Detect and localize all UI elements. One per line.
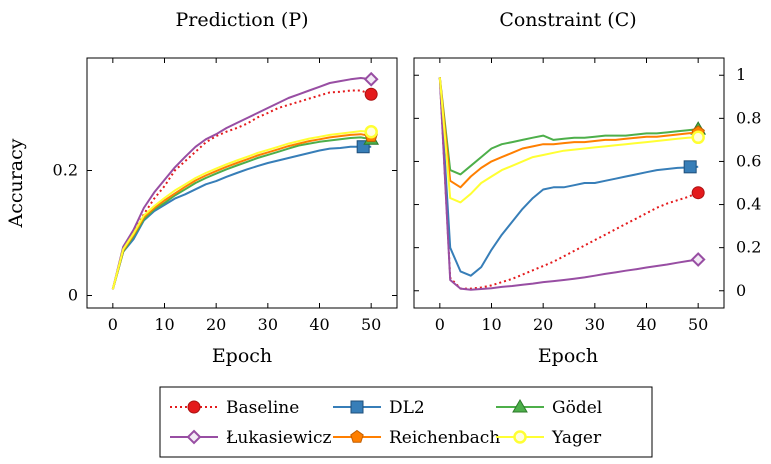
prediction-panel: Prediction (P) 0 10 20 30 40 50 00.2 Epoch Ac… bbox=[5, 9, 398, 367]
legend-item-lukasiewicz: Łukasiewicz bbox=[170, 428, 331, 448]
prediction-x-ticks: 0 10 20 30 40 50 bbox=[108, 58, 381, 334]
constraint-marker-lukasiewicz bbox=[690, 252, 706, 267]
prediction-line-reichenbach bbox=[111, 133, 372, 290]
legend-label-reichenbach: Reichenbach bbox=[389, 428, 500, 448]
legend-marker-dl2 bbox=[350, 400, 364, 414]
constraint-xtick-label-0: 0 bbox=[435, 315, 445, 334]
prediction-line-yager bbox=[111, 130, 372, 290]
legend-label-dl2: DL2 bbox=[389, 398, 425, 418]
constraint-ytick-label-0: 0 bbox=[736, 281, 746, 300]
constraint-xtick-label-50: 50 bbox=[688, 315, 708, 334]
legend-marker-godel bbox=[512, 399, 528, 413]
constraint-ytick-label-2: 0.4 bbox=[736, 195, 761, 214]
prediction-x-label: Epoch bbox=[212, 345, 272, 367]
legend-label-baseline: Baseline bbox=[226, 398, 299, 418]
prediction-marker-lukasiewicz bbox=[363, 71, 379, 87]
prediction-xtick-label-20: 20 bbox=[206, 315, 226, 334]
constraint-line-yager bbox=[438, 77, 699, 204]
prediction-xtick-label-30: 30 bbox=[258, 315, 278, 334]
constraint-marker-baseline bbox=[691, 186, 705, 200]
constraint-line-godel bbox=[438, 77, 699, 176]
prediction-plot-area bbox=[86, 57, 398, 309]
constraint-line-baseline bbox=[438, 77, 699, 290]
prediction-marker-yager bbox=[364, 125, 378, 139]
legend-box bbox=[159, 386, 653, 458]
legend-label-lukasiewicz: Łukasiewicz bbox=[226, 428, 331, 448]
prediction-line-baseline bbox=[111, 89, 372, 290]
constraint-panel: Constraint (C) 0 10 20 30 40 50 0 0.2 0.4 0.6 0.8… bbox=[413, 9, 761, 367]
constraint-series bbox=[438, 77, 707, 291]
prediction-xtick-label-0: 0 bbox=[108, 315, 118, 334]
prediction-series bbox=[111, 71, 380, 290]
legend-marker-yager bbox=[513, 430, 527, 444]
prediction-ytick-label-0: 0 bbox=[68, 286, 78, 305]
constraint-ytick-label-1: 0.2 bbox=[736, 238, 761, 257]
constraint-marker-dl2 bbox=[683, 160, 697, 174]
constraint-xtick-label-40: 40 bbox=[636, 315, 656, 334]
constraint-xtick-label-10: 10 bbox=[481, 315, 501, 334]
legend: Baseline DL2 Gödel Łukasiewicz Reichenbach Ya… bbox=[159, 386, 653, 458]
constraint-line-reichenbach bbox=[438, 77, 699, 189]
prediction-marker-baseline bbox=[364, 87, 378, 101]
legend-item-godel: Gödel bbox=[496, 398, 602, 418]
constraint-plot-area bbox=[413, 57, 725, 309]
prediction-y-ticks: 00.2 bbox=[53, 161, 397, 305]
prediction-xtick-label-10: 10 bbox=[154, 315, 174, 334]
prediction-ytick-label-1: 0.2 bbox=[53, 161, 78, 180]
prediction-line-lukasiewicz bbox=[111, 77, 372, 290]
constraint-line-dl2 bbox=[438, 77, 699, 277]
constraint-ytick-label-3: 0.6 bbox=[736, 151, 761, 170]
legend-item-dl2: DL2 bbox=[333, 398, 425, 418]
legend-marker-lukasiewicz bbox=[186, 429, 202, 445]
legend-label-yager: Yager bbox=[551, 428, 602, 448]
prediction-title: Prediction (P) bbox=[175, 9, 308, 31]
prediction-line-dl2 bbox=[111, 145, 372, 290]
legend-label-godel: Gödel bbox=[552, 398, 602, 418]
y-axis-label: Accuracy bbox=[5, 138, 27, 228]
constraint-marker-yager bbox=[691, 130, 705, 145]
constraint-xtick-label-30: 30 bbox=[585, 315, 605, 334]
constraint-title: Constraint (C) bbox=[499, 9, 636, 31]
legend-item-reichenbach: Reichenbach bbox=[333, 428, 500, 448]
constraint-ytick-label-4: 0.8 bbox=[736, 108, 761, 127]
constraint-y-ticks: 0 0.2 0.4 0.6 0.8 1 bbox=[414, 65, 761, 300]
legend-item-baseline: Baseline bbox=[170, 398, 299, 418]
constraint-x-ticks: 0 10 20 30 40 50 bbox=[435, 58, 708, 334]
legend-marker-reichenbach bbox=[350, 429, 364, 443]
constraint-ytick-label-5: 1 bbox=[736, 65, 746, 84]
legend-marker-baseline bbox=[187, 400, 201, 414]
constraint-xtick-label-20: 20 bbox=[533, 315, 553, 334]
constraint-x-label: Epoch bbox=[538, 345, 598, 367]
legend-item-yager: Yager bbox=[496, 428, 602, 448]
prediction-line-godel bbox=[111, 136, 372, 290]
constraint-line-lukasiewicz bbox=[438, 77, 699, 291]
prediction-xtick-label-50: 50 bbox=[361, 315, 381, 334]
prediction-xtick-label-40: 40 bbox=[309, 315, 329, 334]
